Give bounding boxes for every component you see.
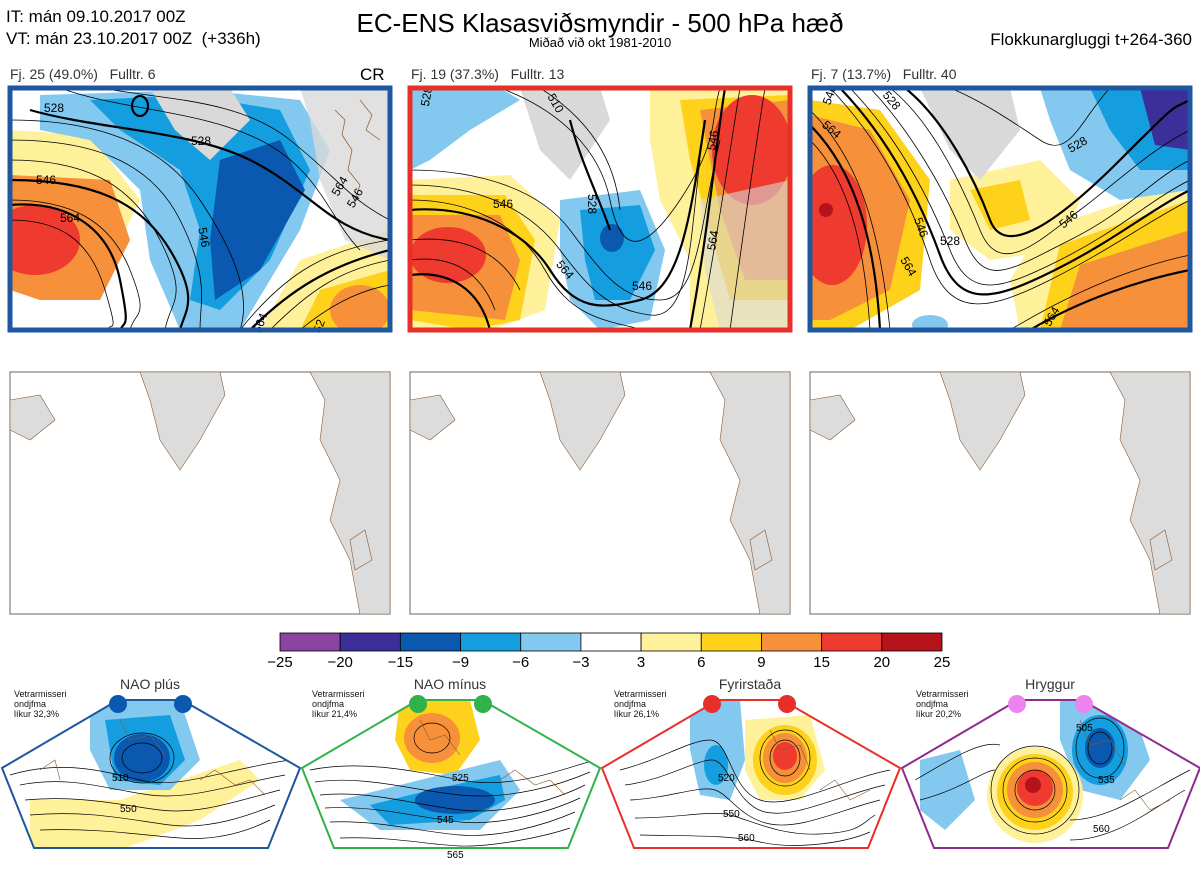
regime-1-meta: Vetrarmisseri ondjfma líkur 32,3% [14, 689, 67, 719]
regime-3-months: ondjfma [614, 699, 647, 709]
colorbar-tick-label: −15 [387, 654, 414, 671]
regime-4-dot-right [1075, 695, 1093, 713]
regime-3-contour-label: 550 [723, 809, 740, 820]
regime-1-dot-left [109, 695, 127, 713]
panel-2-contour-label: 546 [704, 129, 721, 151]
regime-1-months: ondjfma [14, 699, 47, 709]
regime-3-contour-label: 560 [738, 833, 755, 844]
regime-1-season: Vetrarmisseri [14, 689, 67, 699]
panel-1-border [7, 85, 393, 333]
page-subtitle: Miðað við okt 1981-2010 [528, 35, 672, 50]
panel-2-map [410, 88, 790, 330]
regime-2-months: ondjfma [312, 699, 345, 709]
colorbar-segment [339, 632, 401, 652]
regime-2-contour-label: 525 [452, 773, 469, 784]
panel-3-border [807, 85, 1193, 333]
regime-4-season: Vetrarmisseri [916, 689, 969, 699]
regime-3-season: Vetrarmisseri [614, 689, 667, 699]
regime-2-dot-left [409, 695, 427, 713]
valid-time: VT: mán 23.10.2017 00Z (+336h) [6, 29, 261, 48]
regime-4-contour-label: 560 [1093, 824, 1110, 835]
regime-3-dot-right [778, 695, 796, 713]
panel-3-contour-label: 528 [940, 234, 960, 248]
basemap-panel-3 [809, 371, 1191, 615]
regime-4-contour-label: 535 [1098, 775, 1115, 786]
colorbar-segment [821, 632, 883, 652]
panel-2-contour-labels: 528 510 546 528 564 546 546 564 [418, 85, 721, 293]
colorbar-tick-label: −3 [572, 654, 590, 671]
panel-2-contour-label: 564 [704, 229, 721, 251]
page-title: EC-ENS Klasasviðsmyndir - 500 hPa hæð [356, 8, 844, 38]
regime-2-meta: Vetrarmisseri ondjfma líkur 21,4% [312, 689, 365, 719]
colorbar-segment [881, 632, 943, 652]
colorbar-segment [761, 632, 823, 652]
regime-2-contour-label: 565 [447, 850, 464, 861]
panel-1-contour-label: 564 [60, 211, 80, 225]
regime-1-name: NAO plús [120, 676, 180, 692]
colorbar-segment [279, 632, 341, 652]
regime-1-contour-label: 510 [112, 773, 129, 784]
panel-2-contour-label: 546 [632, 279, 652, 293]
panel-2-border [407, 85, 793, 333]
colorbar-segment [520, 632, 582, 652]
regime-1-contour-label: 550 [120, 804, 137, 815]
panel-1-contour-label: 546 [195, 226, 212, 248]
regime-4-meta: Vetrarmisseri ondjfma líkur 20,2% [916, 689, 969, 719]
regime-4-months: ondjfma [916, 699, 949, 709]
panel-1-contour-label: 528 [191, 134, 211, 148]
colorbar-tick-label: −20 [327, 654, 353, 671]
colorbar-segment [640, 632, 702, 652]
panel-2-contour-label: 528 [418, 85, 435, 107]
regime-4-prob: líkur 20,2% [916, 709, 962, 719]
colorbar-tick-label: −25 [267, 654, 293, 671]
colorbar-segment [580, 632, 642, 652]
regime-3-name: Fyrirstaða [718, 676, 782, 692]
regime-4-contour-label: 505 [1076, 723, 1093, 734]
header-dates: IT: mán 09.10.2017 00Z VT: mán 23.10.201… [6, 6, 261, 50]
regime-4-dot-left [1008, 695, 1026, 713]
panel-1-label: Fj. 25 (49.0%) Fulltr. 6 [10, 66, 156, 82]
regime-2-contour-label: 545 [437, 815, 454, 826]
colorbar [279, 632, 943, 652]
panel-1-contour-label: 528 [44, 101, 64, 115]
regime-3-meta: Vetrarmisseri ondjfma líkur 26,1% [614, 689, 667, 719]
clustering-window: Flokkunargluggi t+264-360 [990, 30, 1192, 49]
colorbar-segment [460, 632, 522, 652]
panel-3-map [810, 88, 1190, 330]
panel-2-label: Fj. 19 (37.3%) Fulltr. 13 [411, 66, 565, 82]
colorbar-tick-label: 15 [813, 654, 830, 671]
colorbar-tick-label: 25 [933, 654, 951, 671]
regime-3-contour-label: 520 [718, 773, 735, 784]
colorbar-tick-label: 6 [697, 654, 706, 671]
panel-2-contour-label: 546 [493, 197, 513, 211]
basemap-panel-2 [409, 371, 791, 615]
colorbar-tick-label: 3 [636, 654, 646, 671]
panel-1-contour-label: 546 [36, 173, 56, 187]
colorbar-tick-label: 20 [873, 654, 891, 671]
colorbar-tick-label: 9 [757, 654, 766, 671]
regime-1-prob: líkur 32,3% [14, 709, 60, 719]
panel-2-contour-label: 528 [585, 194, 599, 214]
header-title-block: EC-ENS Klasasviðsmyndir - 500 hPa hæð Mi… [0, 8, 1200, 50]
colorbar-tick-label: −6 [512, 654, 530, 671]
panel-1-cr-label: CR [360, 65, 385, 84]
regime-2-season: Vetrarmisseri [312, 689, 365, 699]
regime-2-name: NAO mínus [413, 676, 487, 692]
colorbar-tick-label: −9 [451, 654, 470, 671]
regime-1-dot-right [174, 695, 192, 713]
regime-2-prob: líkur 21,4% [312, 709, 358, 719]
colorbar-segment [399, 632, 461, 652]
panel-1-map [10, 88, 390, 330]
regime-4-name: Hryggur [1025, 676, 1075, 692]
regime-3-prob: líkur 26,1% [614, 709, 660, 719]
basemap-panel-1 [9, 371, 391, 615]
panel-3-contour-label: 546 [911, 216, 931, 240]
panel-3-label: Fj. 7 (13.7%) Fulltr. 40 [811, 66, 957, 82]
colorbar-segment [700, 632, 762, 652]
regime-2-dot-right [474, 695, 492, 713]
regime-3-dot-left [703, 695, 721, 713]
init-time: IT: mán 09.10.2017 00Z [6, 7, 186, 26]
